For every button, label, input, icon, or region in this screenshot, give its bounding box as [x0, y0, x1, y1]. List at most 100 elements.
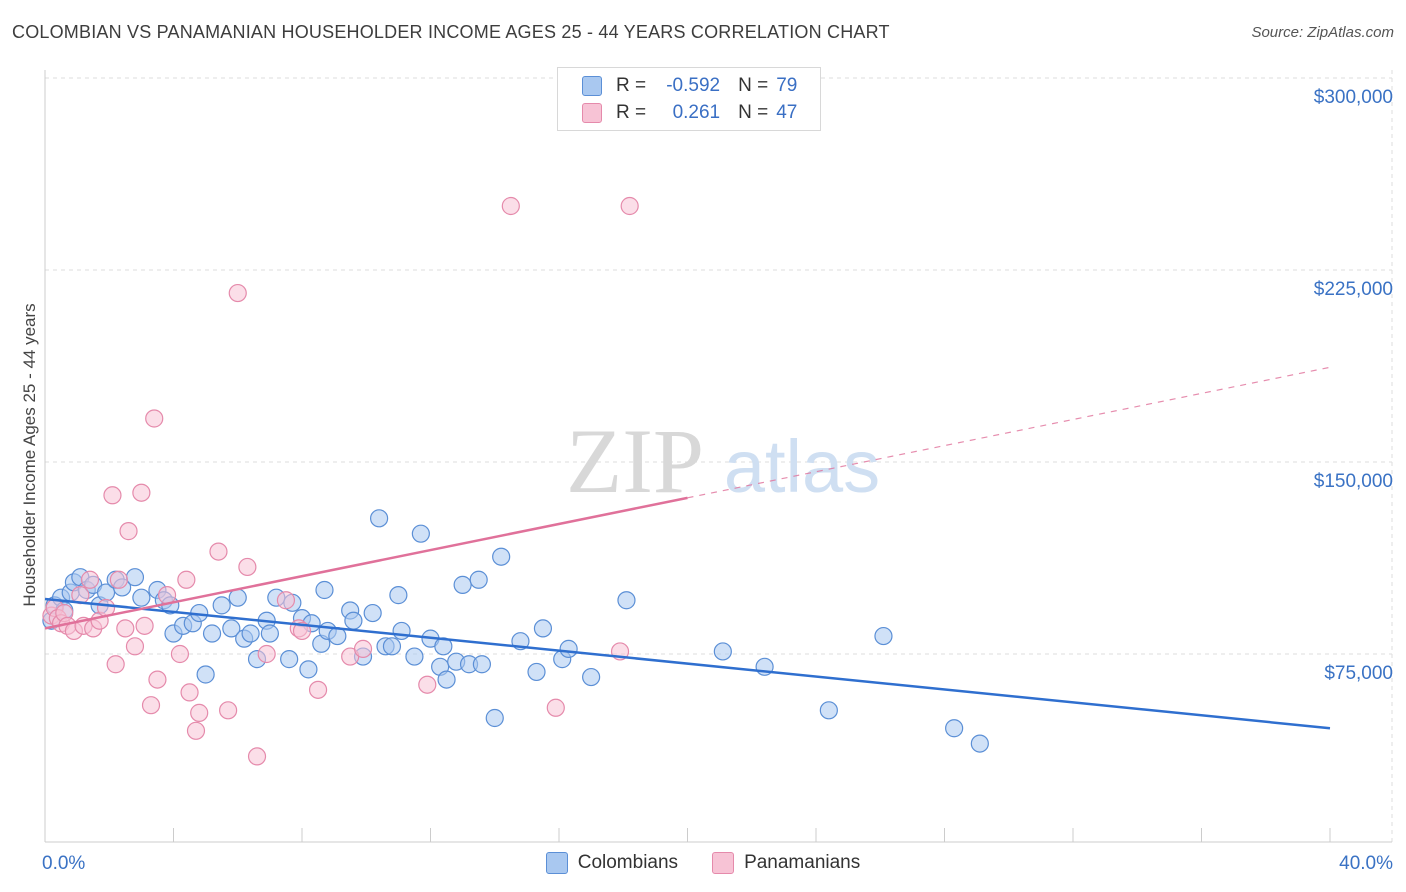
data-point — [382, 637, 402, 656]
data-point — [145, 409, 164, 428]
x-tick-label: 40.0% — [1339, 853, 1393, 874]
data-point — [170, 644, 190, 664]
trend-line-panamanians — [44, 496, 688, 630]
data-point — [125, 568, 145, 587]
data-point — [620, 196, 639, 216]
data-point — [874, 626, 893, 646]
trend-lines — [44, 366, 1331, 730]
data-point — [228, 588, 247, 607]
data-point — [546, 698, 565, 717]
legend-swatch-pink — [582, 103, 602, 123]
data-point — [260, 624, 279, 643]
data-point — [119, 522, 138, 541]
data-point — [238, 557, 257, 577]
data-point — [180, 683, 199, 702]
data-point — [177, 570, 196, 589]
data-point — [970, 734, 989, 753]
data-point — [132, 483, 151, 502]
chart-title: COLOMBIAN VS PANAMANIAN HOUSEHOLDER INCO… — [12, 22, 890, 42]
data-point — [116, 619, 135, 638]
legend-item-colombians[interactable]: Colombians — [545, 852, 679, 874]
legend-swatch-pink — [712, 852, 735, 874]
data-point — [109, 570, 128, 589]
legend-row-colombians: R = -0.592 N = 79 — [582, 74, 797, 98]
correlation-legend: R = -0.592 N = 79 R = 0.261 N = 47 — [557, 67, 821, 131]
data-point — [212, 596, 231, 615]
data-point — [186, 721, 206, 740]
data-point — [437, 670, 456, 689]
legend-swatch-blue — [582, 76, 602, 96]
data-point — [106, 655, 125, 674]
data-point — [219, 701, 238, 720]
data-point — [527, 662, 546, 682]
data-point — [228, 283, 247, 303]
data-point — [202, 624, 222, 643]
data-point — [392, 621, 411, 641]
legend-n-label: N = — [738, 102, 769, 123]
x-tick-label: 0.0% — [42, 853, 85, 874]
watermark-atlas: atlas — [724, 425, 880, 508]
data-point — [559, 639, 578, 658]
data-point — [299, 660, 318, 679]
data-point — [344, 611, 363, 630]
data-point — [533, 619, 553, 638]
data-point — [472, 655, 491, 674]
data-point — [713, 642, 732, 661]
legend-n-label: N = — [738, 75, 769, 96]
data-point — [257, 644, 276, 664]
data-point — [617, 591, 636, 610]
data-point — [501, 196, 520, 216]
trend-line-panamanians-extension — [687, 366, 1331, 499]
source-label: Source: ZipAtlas.com — [1251, 24, 1394, 41]
data-point — [453, 575, 472, 594]
series-colombians — [42, 509, 989, 753]
series-panamanians — [42, 196, 639, 766]
data-point — [308, 680, 328, 699]
legend-r-label: R = — [616, 102, 647, 123]
data-point — [418, 675, 437, 694]
legend-item-panamanians[interactable]: Panamanians — [712, 852, 860, 874]
data-point — [315, 580, 334, 600]
data-point — [280, 650, 299, 669]
data-point — [411, 524, 430, 543]
legend-n-value: 79 — [776, 75, 798, 96]
data-point — [157, 586, 177, 605]
series-legend: Colombians Panamanians — [0, 852, 1406, 874]
data-point — [132, 588, 151, 607]
data-point — [241, 624, 260, 643]
legend-row-panamanians: R = 0.261 N = 47 — [582, 101, 797, 125]
data-point — [148, 670, 167, 689]
trend-line-colombians — [44, 597, 1331, 730]
data-point — [103, 486, 122, 505]
data-point — [141, 696, 161, 715]
data-point — [582, 667, 601, 687]
data-point — [485, 708, 504, 728]
legend-swatch-blue — [545, 852, 568, 874]
data-point — [247, 747, 267, 766]
data-point — [190, 703, 209, 722]
data-point — [222, 619, 241, 638]
data-point — [353, 639, 373, 658]
data-point — [276, 591, 296, 610]
data-point — [405, 647, 424, 666]
tick-labels: $75,000 $150,000 $225,000 $300,000 0.0% 40.0% — [42, 87, 1393, 874]
y-tick-label: $150,000 — [1314, 471, 1393, 492]
axes — [44, 70, 1392, 843]
legend-r-label: R = — [616, 75, 647, 96]
legend-n-value: 47 — [776, 102, 798, 123]
data-point — [469, 570, 488, 589]
data-point — [80, 570, 100, 589]
data-point — [135, 616, 154, 635]
grid-lines — [45, 70, 1393, 842]
legend-label-colombians: Colombians — [577, 852, 679, 873]
data-point — [196, 665, 215, 684]
data-point — [370, 509, 389, 528]
y-tick-label: $300,000 — [1314, 87, 1393, 108]
data-point — [819, 701, 838, 720]
data-point — [389, 586, 408, 605]
data-point — [125, 637, 145, 656]
watermark-zip: ZIP — [566, 410, 704, 512]
y-tick-label: $75,000 — [1324, 663, 1393, 684]
data-point — [945, 719, 964, 738]
y-tick-label: $225,000 — [1314, 279, 1393, 300]
